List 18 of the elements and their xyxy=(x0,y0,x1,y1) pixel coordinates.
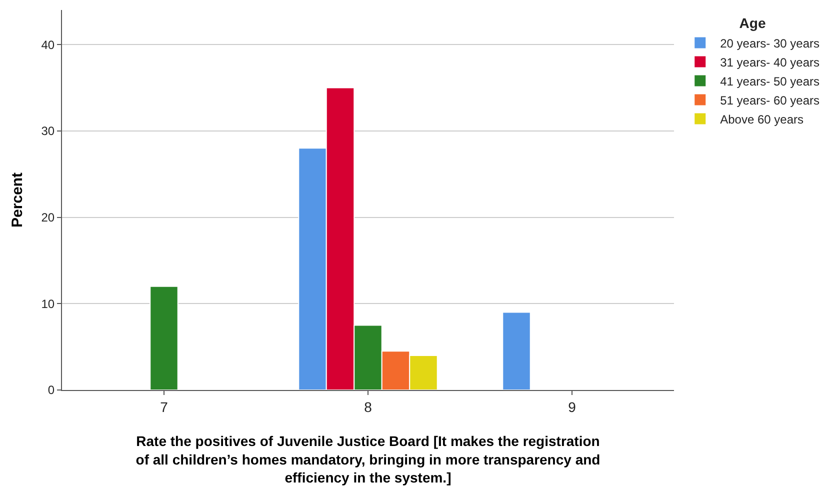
y-tick-label: 30 xyxy=(41,124,55,138)
y-axis-title: Percent xyxy=(9,172,26,228)
bar xyxy=(150,286,178,390)
y-tick-label: 20 xyxy=(41,210,55,224)
x-axis-title: Rate the positives of Juvenile Justice Board [It makes the registration of all children’s homes mandatory, bringing in more transparency and efficiency in the system.] xyxy=(136,433,600,486)
y-tick-label: 0 xyxy=(48,383,55,398)
x-tick-label: 7 xyxy=(160,398,168,415)
legend-title: Age xyxy=(739,15,766,32)
bar xyxy=(502,312,531,390)
x-tick-label: 9 xyxy=(568,398,576,415)
legend-label: 41 years- 50 years xyxy=(720,74,820,88)
y-tick-label: 10 xyxy=(41,296,55,311)
legend-label: 20 years- 30 years xyxy=(720,36,820,50)
legend-label: Above 60 years xyxy=(720,112,804,126)
legend-label: 31 years- 40 years xyxy=(720,55,820,70)
x-tick-label: 8 xyxy=(364,398,372,415)
legend-label: 51 years- 60 years xyxy=(720,93,820,108)
y-tick-label: 40 xyxy=(41,38,55,52)
